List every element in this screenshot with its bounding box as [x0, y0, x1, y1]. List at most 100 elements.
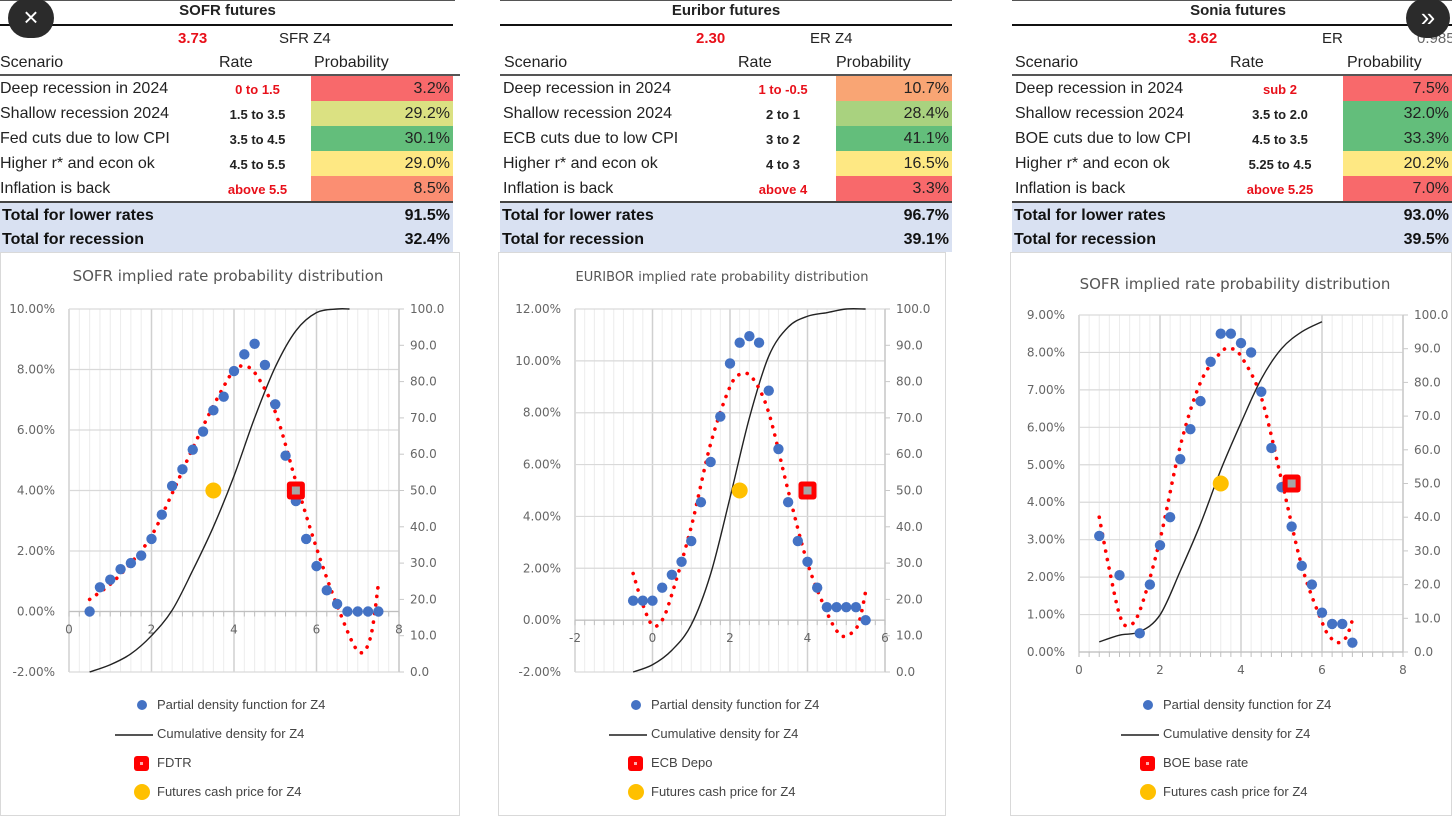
header-rule [1012, 74, 1452, 76]
table-row: Inflation is back above 5.5 8.5% [0, 176, 453, 201]
rate-cell: sub 2 [1263, 82, 1297, 97]
totals-label: Total for recession [502, 231, 644, 248]
next-button[interactable]: » [1406, 0, 1450, 38]
table-title: SOFR futures [179, 2, 276, 19]
pdf-point [1195, 395, 1206, 407]
scenario-cell: Shallow recession 2024 [1015, 105, 1184, 122]
pdf-point [362, 606, 374, 617]
header-rule [500, 74, 952, 76]
pdf-point [637, 595, 649, 606]
title-rule [500, 24, 952, 26]
totals-row: Total for lower rates 93.0% [1012, 203, 1452, 228]
totals-rule [500, 201, 952, 203]
y2-tick-label: 80.0 [1414, 375, 1441, 389]
y-tick-label: 7.00% [1027, 383, 1065, 397]
probability-cell: 16.5% [836, 151, 952, 176]
pdf-point [753, 337, 765, 348]
pdf-point [695, 496, 707, 508]
pdf-point [218, 391, 229, 402]
totals-value: 32.4% [404, 231, 450, 248]
probability-cell: 30.1% [311, 126, 453, 151]
pdf-point [763, 385, 774, 396]
scenario-cell: Inflation is back [0, 180, 111, 197]
x-tick-label: 2 [726, 631, 734, 645]
x-tick-label: 4 [230, 623, 238, 637]
line-icon [609, 734, 647, 736]
x-tick-label: 0 [65, 623, 73, 637]
blue-dot-icon [137, 700, 147, 710]
rate-cell: 1 to -0.5 [758, 82, 808, 97]
scenario-cell: BOE cuts due to low CPI [1015, 130, 1192, 147]
y2-tick-label: 80.0 [410, 375, 437, 389]
header-rate: Rate [1230, 54, 1264, 71]
y-tick-label: 8.00% [1027, 345, 1065, 359]
y2-tick-label: 20.0 [896, 592, 923, 606]
red-square-icon [628, 756, 643, 771]
pdf-point [239, 349, 250, 360]
y2-tick-label: 60.0 [1414, 443, 1441, 457]
x-tick-label: 6 [313, 623, 321, 637]
y-tick-label: 5.00% [1027, 458, 1065, 472]
scenario-cell: Shallow recession 2024 [503, 105, 672, 122]
rate-cell: above 5.5 [227, 182, 288, 197]
table-row: Deep recession in 2024 1 to -0.5 10.7% [503, 76, 955, 101]
y-tick-label: 3.00% [1027, 533, 1065, 547]
x-tick-label: 8 [395, 623, 403, 637]
rate-cell: 3.5 to 2.0 [1252, 107, 1308, 122]
header-probability: Probability [314, 54, 389, 71]
pdf-point [1337, 618, 1348, 630]
y2-tick-label: 20.0 [1414, 578, 1441, 592]
rate-cell: 5.25 to 4.5 [1248, 157, 1312, 172]
y2-tick-label: 60.0 [896, 447, 923, 461]
totals-rule [1012, 201, 1452, 203]
y2-tick-label: 20.0 [410, 592, 437, 606]
y-tick-label: 10.00% [515, 354, 561, 368]
x-tick-label: 2 [1156, 663, 1164, 677]
sonia-chart-svg: SOFR implied rate probability distributi… [1027, 275, 1448, 677]
probability-cell: 28.4% [836, 101, 952, 126]
rate-cell: 3 to 2 [766, 132, 800, 147]
pdf-point [850, 601, 862, 613]
totals-label: Total for lower rates [2, 207, 154, 224]
pdf-point [177, 464, 188, 475]
policy-rate-point-center [1287, 479, 1296, 488]
scenario-cell: Higher r* and econ ok [0, 155, 155, 172]
pdf-point [321, 585, 333, 596]
rate-cell: above 4 [758, 182, 808, 197]
close-button[interactable]: × [8, 0, 54, 38]
trend-fit-dotted-line [631, 371, 868, 639]
y-tick-label: 8.00% [523, 406, 561, 420]
totals-value: 96.7% [903, 207, 949, 224]
pdf-point [1326, 618, 1338, 630]
totals-row: Total for lower rates 96.7% [500, 203, 952, 228]
y2-tick-label: 30.0 [896, 556, 923, 570]
chart-title: EURIBOR implied rate probability distrib… [576, 270, 869, 285]
y2-tick-label: 50.0 [410, 484, 437, 498]
ticker: SFR Z4 [279, 30, 331, 47]
table-row: Shallow recession 2024 2 to 1 28.4% [503, 101, 955, 126]
line-icon [1121, 734, 1159, 736]
y-tick-label: 10.00% [9, 302, 55, 316]
y2-tick-label: 10.0 [1414, 611, 1441, 625]
x-tick-label: 2 [148, 623, 156, 637]
y-tick-label: 4.00% [17, 484, 55, 498]
probability-cell: 33.3% [1343, 126, 1452, 151]
chart-title: SOFR implied rate probability distributi… [73, 267, 384, 285]
probability-cell: 29.0% [311, 151, 453, 176]
totals-value: 93.0% [1403, 207, 1449, 224]
probability-cell: 41.1% [836, 126, 952, 151]
pdf-point [280, 450, 291, 461]
pdf-point [1347, 637, 1358, 648]
chart-title: SOFR implied rate probability distributi… [1080, 275, 1391, 293]
pdf-point [1266, 442, 1277, 454]
header-scenario: Scenario [0, 54, 64, 71]
top-border [500, 0, 952, 1]
pdf-point [331, 598, 343, 610]
table-row: Inflation is back above 5.25 7.0% [1015, 176, 1452, 201]
pdf-point [1175, 453, 1186, 465]
pdf-point [228, 365, 240, 377]
pdf-point [1094, 530, 1105, 542]
title-rule [1012, 24, 1452, 26]
y2-tick-label: 0.0 [1414, 645, 1433, 659]
totals-row: Total for lower rates 91.5% [0, 203, 453, 228]
